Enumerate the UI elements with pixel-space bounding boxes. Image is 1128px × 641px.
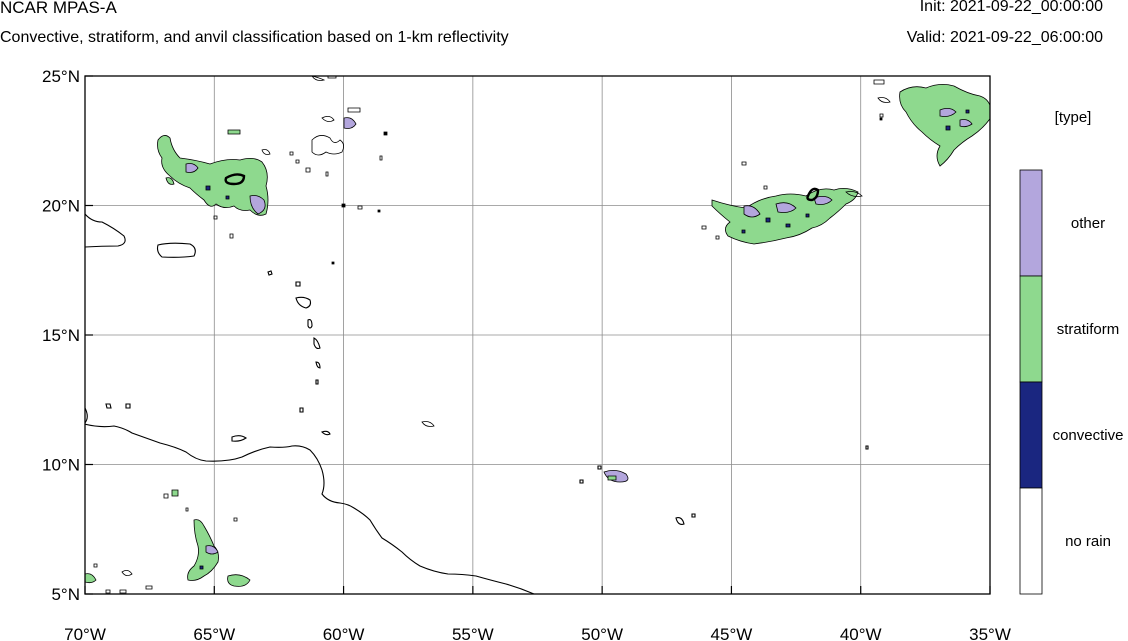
- precip-cluster-northeast: [873, 79, 990, 167]
- colorbar-swatch-convective: [1019, 381, 1043, 489]
- x-tick-label: 55°W: [452, 625, 494, 641]
- y-tick-label: 5°N: [51, 585, 80, 604]
- gridlines: [84, 75, 991, 595]
- x-tick-label: 60°W: [323, 625, 365, 641]
- plot-subtitle: Convective, stratiform, and anvil classi…: [0, 29, 509, 46]
- y-tick-label: 20°N: [42, 197, 80, 216]
- valid-time: Valid: 2021-09-22_06:00:00: [906, 29, 1103, 46]
- precip-cluster-caribbean: [157, 76, 388, 265]
- init-time: Init: 2021-09-22_00:00:00: [919, 0, 1103, 15]
- colorbar-label: stratiform: [1057, 321, 1120, 338]
- coastlines: [85, 213, 869, 594]
- colorbar-label: convective: [1053, 427, 1124, 444]
- x-tick-label: 65°W: [193, 625, 235, 641]
- colorbar-swatch-no-rain: [1019, 487, 1043, 595]
- x-tick-label: 50°W: [581, 625, 623, 641]
- plot-title: NCAR MPAS-A: [0, 0, 117, 17]
- precip-cluster-atlantic: [421, 161, 863, 483]
- colorbar-swatch-stratiform: [1019, 275, 1043, 383]
- colorbar-legend: [type] other stratiform convective no rain: [1019, 109, 1124, 595]
- y-tick-label: 25°N: [42, 67, 80, 86]
- colorbar-label: other: [1071, 215, 1105, 232]
- colorbar-title: [type]: [1055, 109, 1092, 126]
- x-tick-label: 45°W: [711, 625, 753, 641]
- precip-cluster-south-america: [85, 489, 251, 594]
- y-axis: 25°N 20°N 15°N 10°N 5°N: [42, 67, 93, 604]
- x-tick-label: 40°W: [840, 625, 882, 641]
- x-axis: 70°W 65°W 60°W 55°W 50°W 45°W 40°W 35°W: [64, 586, 1011, 641]
- x-tick-label: 35°W: [969, 625, 1011, 641]
- y-tick-label: 10°N: [42, 456, 80, 475]
- x-tick-label: 70°W: [64, 625, 106, 641]
- y-tick-label: 15°N: [42, 326, 80, 345]
- colorbar-swatch-other: [1019, 169, 1043, 277]
- map-content: [85, 76, 990, 594]
- colorbar-label: no rain: [1065, 533, 1111, 550]
